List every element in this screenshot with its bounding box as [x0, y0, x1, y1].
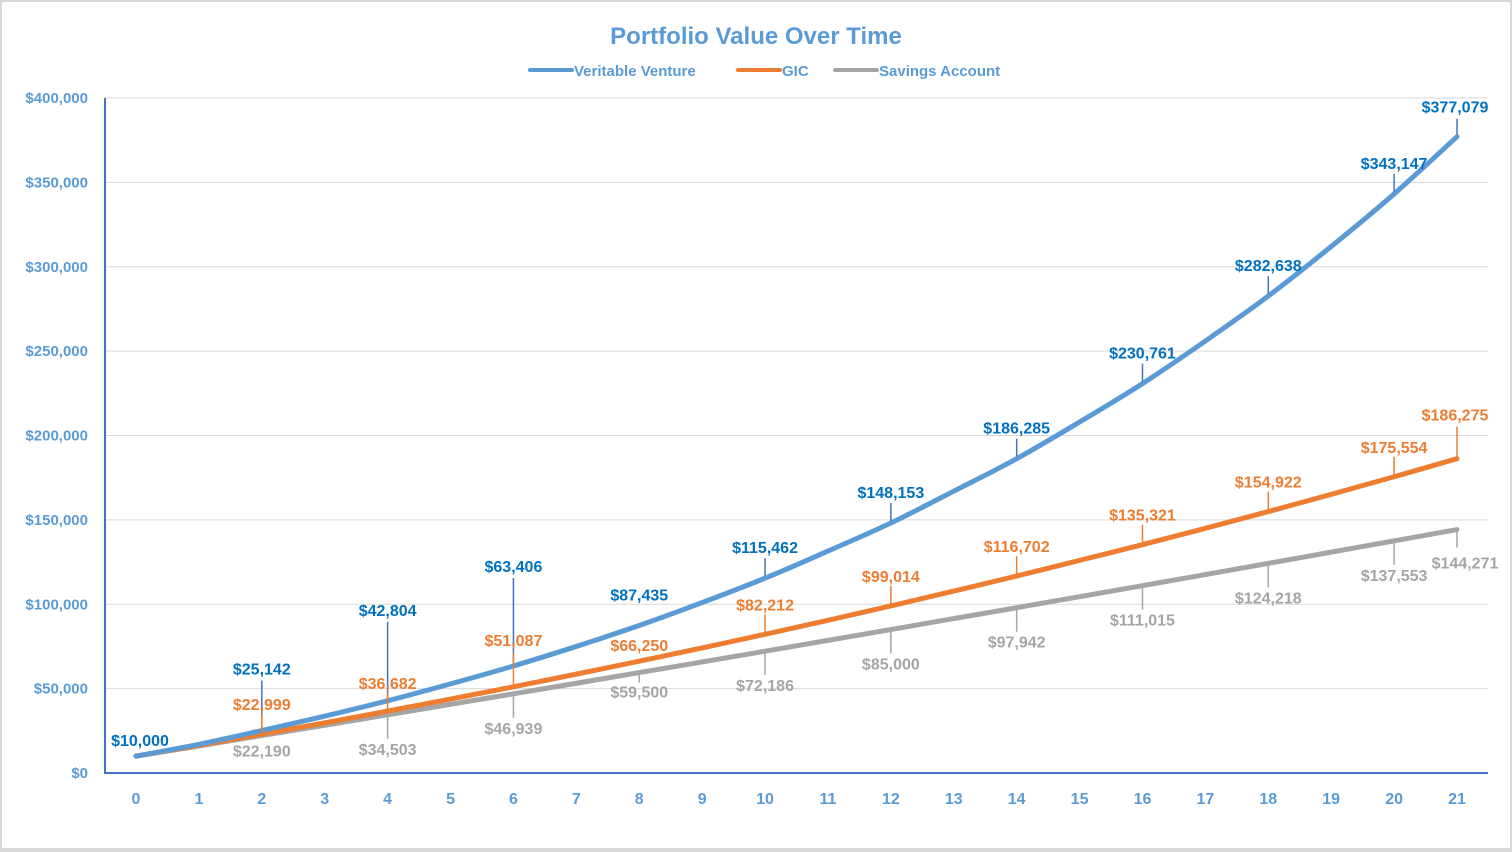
x-tick-label: 0: [132, 791, 141, 808]
data-label: $115,462: [732, 540, 798, 557]
data-label: $22,190: [233, 744, 291, 761]
legend-label: Savings Account: [879, 63, 1000, 80]
data-label: $377,079: [1422, 100, 1489, 117]
x-tick-label: 3: [320, 791, 329, 808]
x-tick-label: 12: [882, 791, 900, 808]
series-line-savings-account: [133, 527, 1460, 759]
data-label: $72,186: [736, 678, 794, 695]
data-label: $85,000: [862, 657, 920, 674]
data-label: $59,500: [610, 685, 668, 702]
x-tick-label: 11: [819, 791, 836, 808]
x-tick-label: 1: [194, 791, 203, 808]
data-label: $111,015: [1110, 613, 1175, 630]
series-line-gic: [133, 456, 1460, 759]
legend-item-gic: GIC: [736, 63, 809, 80]
data-label: $66,250: [610, 638, 668, 655]
data-label: $25,142: [233, 662, 291, 679]
x-tick-label: 15: [1071, 791, 1089, 808]
x-axis-ticks: 0 1 2 3 4 5 6 7 8 9 10 11 12 13 14 15 16 17 18 19 20 21: [132, 791, 1466, 808]
x-tick-label: 17: [1196, 791, 1214, 808]
label-leader-lines: [261, 118, 1458, 739]
data-label: $97,942: [988, 635, 1046, 652]
x-tick-label: 16: [1134, 791, 1152, 808]
x-tick-label: 21: [1448, 791, 1466, 808]
data-label: $22,999: [233, 697, 291, 714]
data-label: $82,212: [736, 597, 794, 614]
data-label: $144,271: [1432, 556, 1499, 573]
y-tick-label: $200,000: [25, 428, 88, 445]
y-tick-label: $350,000: [25, 174, 88, 191]
x-tick-label: 13: [945, 791, 963, 808]
y-axis-ticks: $0 $50,000 $100,000 $150,000 $200,000 $250,00…: [25, 90, 88, 782]
data-label: $51,087: [485, 633, 543, 650]
x-tick-label: 8: [635, 791, 644, 808]
y-tick-label: $150,000: [25, 512, 88, 529]
data-label: $154,922: [1235, 475, 1302, 492]
series-line-veritable-venture: [133, 134, 1460, 759]
y-tick-label: $100,000: [25, 596, 88, 613]
legend-label: Veritable Venture: [574, 63, 696, 80]
data-label: $116,702: [984, 539, 1050, 556]
x-tick-label: 2: [257, 791, 266, 808]
data-label: $186,275: [1422, 408, 1489, 425]
x-tick-label: 19: [1322, 791, 1340, 808]
x-tick-label: 10: [756, 791, 774, 808]
x-tick-label: 14: [1008, 791, 1026, 808]
data-label: $282,638: [1235, 258, 1302, 275]
data-label: $124,218: [1235, 590, 1302, 607]
gridlines: [105, 97, 1488, 690]
data-label: $135,321: [1109, 508, 1176, 525]
data-label: $36,682: [359, 676, 417, 693]
data-label: $63,406: [485, 559, 543, 576]
data-label: $148,153: [857, 485, 924, 502]
data-label: $186,285: [983, 421, 1050, 438]
data-labels: $10,000 $25,142 $42,804 $63,406 $87,435 $115,…: [111, 100, 1498, 761]
data-label: $46,939: [485, 721, 543, 738]
x-tick-label: 5: [446, 791, 455, 808]
data-label: $230,761: [1109, 346, 1176, 363]
x-tick-label: 7: [572, 791, 581, 808]
data-label: $343,147: [1361, 156, 1428, 173]
y-tick-label: $400,000: [25, 90, 88, 107]
x-tick-label: 9: [698, 791, 707, 808]
data-label: $137,553: [1361, 568, 1428, 585]
x-tick-label: 6: [509, 791, 518, 808]
data-label: $99,014: [862, 569, 920, 586]
data-label: $175,554: [1361, 440, 1428, 457]
chart-title: Portfolio Value Over Time: [610, 23, 902, 50]
y-tick-label: $0: [71, 765, 88, 782]
data-label: $34,503: [359, 742, 417, 759]
legend-item-savings-account: Savings Account: [833, 63, 1000, 80]
y-tick-label: $250,000: [25, 343, 88, 360]
legend-label: GIC: [782, 63, 809, 80]
y-tick-label: $50,000: [34, 681, 88, 698]
y-tick-label: $300,000: [25, 259, 88, 276]
x-tick-label: 18: [1259, 791, 1277, 808]
x-tick-label: 4: [383, 791, 392, 808]
legend: Veritable Venture GIC Savings Account: [528, 63, 1000, 80]
series-lines: [133, 134, 1460, 759]
data-label: $42,804: [359, 603, 417, 620]
data-label: $87,435: [610, 587, 668, 604]
legend-item-veritable-venture: Veritable Venture: [528, 63, 696, 80]
data-label: $10,000: [111, 733, 169, 750]
x-tick-label: 20: [1385, 791, 1403, 808]
